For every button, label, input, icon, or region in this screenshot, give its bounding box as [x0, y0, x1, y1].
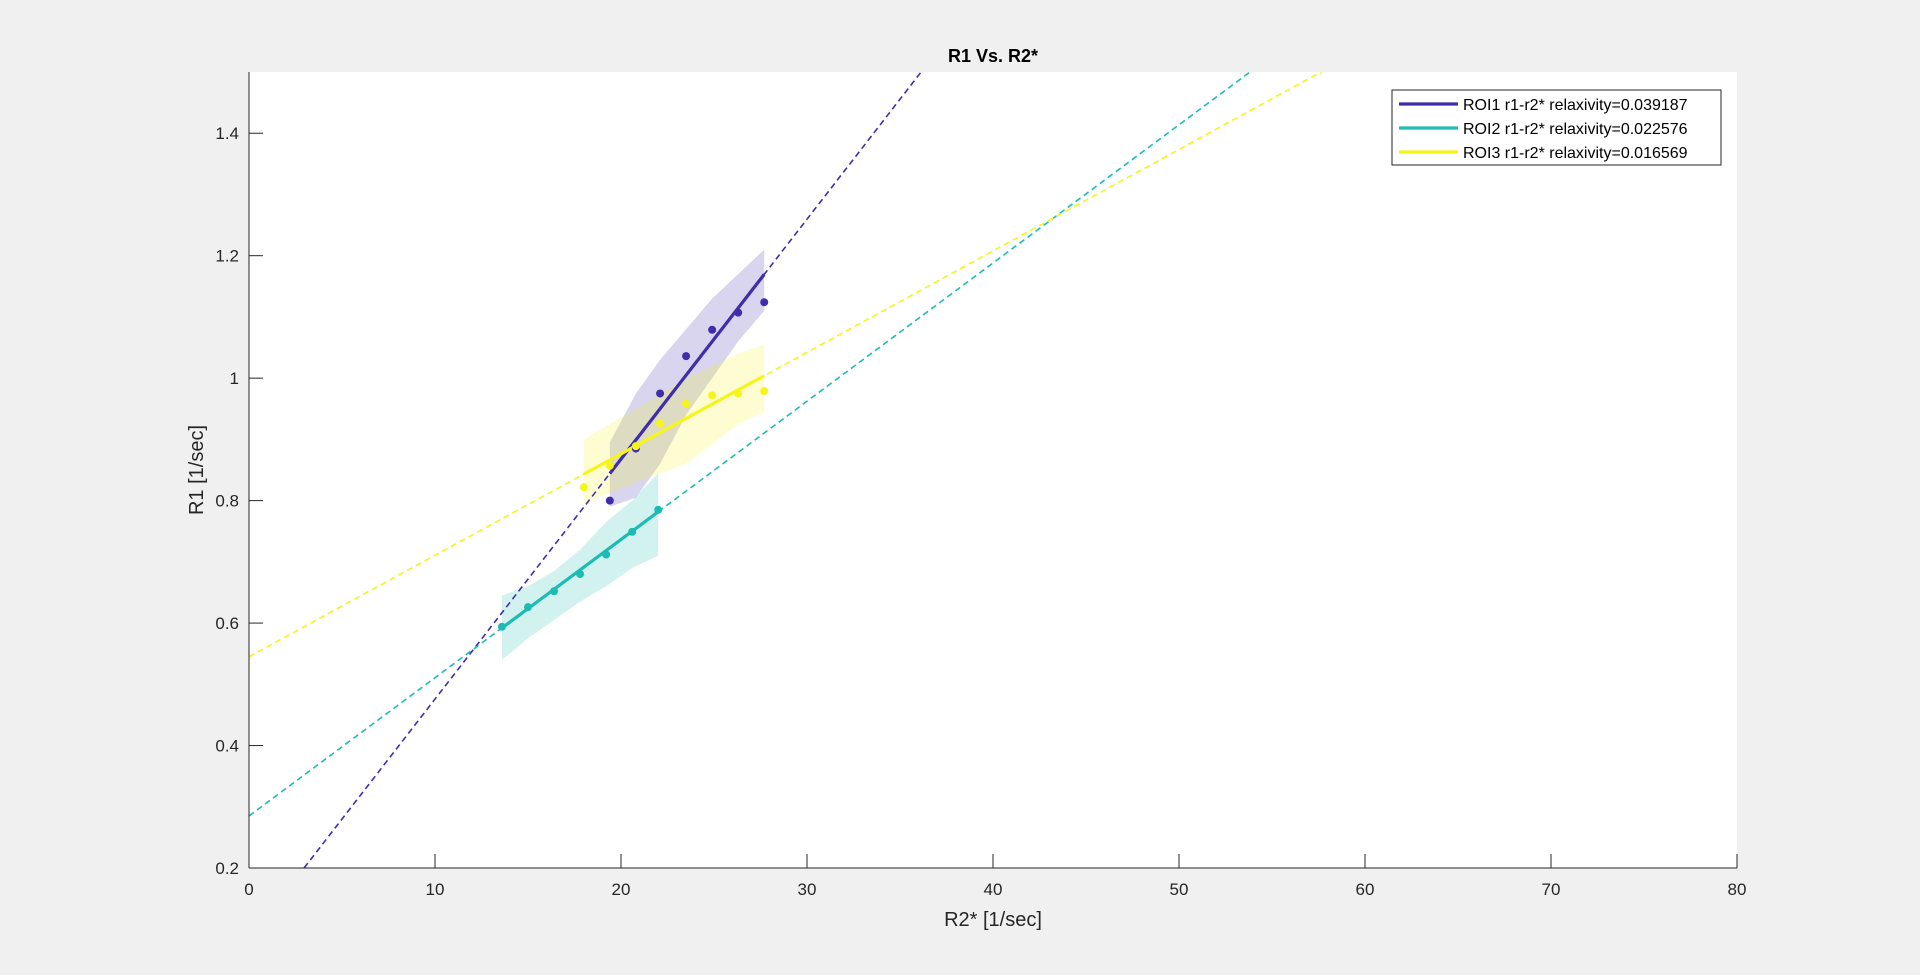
roi2-confidence-band: [502, 473, 659, 660]
legend-label-roi1: ROI1 r1-r2* relaxivity=0.039187: [1463, 97, 1688, 114]
roi2-dashed-fit-line: [249, 72, 1252, 817]
y-ticks: 0.2 0.4 0.6 0.8 1 1.2 1.4: [215, 124, 263, 878]
roi2-data-point: [576, 570, 585, 579]
roi3-data-point: [734, 389, 743, 398]
data-points: [497, 298, 769, 631]
roi3-data-point: [579, 483, 588, 492]
roi3-data-point: [631, 442, 640, 451]
roi1-data-point: [734, 308, 743, 317]
roi1-data-point: [682, 352, 691, 361]
x-tick-label: 80: [1728, 880, 1747, 899]
roi1-data-point: [708, 325, 717, 334]
roi2-data-point: [524, 603, 532, 612]
x-tick-label: 70: [1542, 880, 1561, 899]
roi2-data-point: [654, 505, 663, 514]
x-axis-label: R2* [1/sec]: [944, 909, 1042, 931]
y-tick-label: 1.4: [215, 124, 239, 143]
legend-label-roi3: ROI3 r1-r2* relaxivity=0.016569: [1463, 145, 1688, 162]
x-tick-label: 20: [612, 880, 631, 899]
roi3-dashed-fit-line: [249, 72, 1323, 658]
roi1-data-point: [656, 389, 665, 398]
y-tick-label: 1: [230, 369, 239, 388]
y-tick-label: 0.4: [215, 737, 239, 756]
roi2-data-point: [602, 550, 611, 559]
chart-title: R1 Vs. R2*: [948, 46, 1038, 66]
y-tick-label: 0.6: [215, 614, 239, 633]
roi3-data-point: [682, 399, 691, 408]
roi1-data-point: [605, 496, 614, 505]
legend-label-roi2: ROI2 r1-r2* relaxivity=0.022576: [1463, 121, 1688, 138]
x-tick-label: 50: [1170, 880, 1189, 899]
roi1-data-point: [760, 298, 769, 307]
roi3-data-point: [605, 461, 614, 470]
roi3-data-point: [708, 391, 717, 400]
x-tick-label: 40: [984, 880, 1003, 899]
y-tick-label: 1.2: [215, 247, 239, 266]
x-tick-label: 60: [1356, 880, 1375, 899]
y-axis-label: R1 [1/sec]: [186, 425, 208, 515]
roi2-data-point: [497, 622, 506, 631]
x-tick-label: 0: [244, 880, 253, 899]
roi1-dashed-fit-line: [303, 72, 923, 868]
x-ticks: 0 10 20 30 40 50 60 70 80: [244, 854, 1746, 899]
y-tick-label: 0.8: [215, 492, 239, 511]
extrapolation-lines: [249, 72, 1323, 868]
x-tick-label: 10: [426, 880, 445, 899]
roi3-data-point: [656, 419, 665, 428]
plot-area: [249, 72, 1737, 868]
roi2-data-point: [628, 527, 637, 536]
roi3-data-point: [760, 387, 769, 396]
roi3-fit-line: [583, 374, 765, 476]
roi1-confidence-band: [609, 249, 765, 507]
x-tick-label: 30: [798, 880, 817, 899]
roi1-fit-line: [608, 273, 766, 475]
y-tick-label: 0.2: [215, 859, 239, 878]
legend: ROI1 r1-r2* relaxivity=0.039187 ROI2 r1-r…: [1391, 89, 1722, 166]
roi2-data-point: [550, 587, 559, 596]
